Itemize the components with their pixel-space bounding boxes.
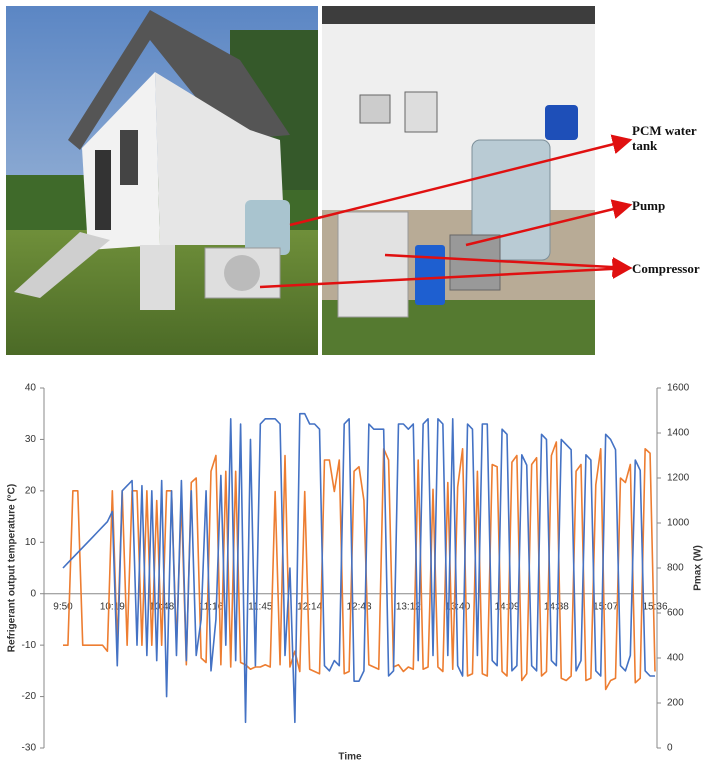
photo-label: Pump xyxy=(632,198,706,213)
canvas: Time Refrigerant output temperature (°C)… xyxy=(0,0,706,766)
y2-tick-label: 0 xyxy=(667,743,673,754)
y-tick-label: 20 xyxy=(25,485,37,496)
y2-tick-label: 400 xyxy=(667,653,684,664)
x-tick-label: 11:45 xyxy=(248,601,273,612)
photo-label: PCM water tank xyxy=(632,123,706,153)
photo-right xyxy=(322,6,595,355)
y2-tick-label: 1400 xyxy=(667,428,690,439)
y2-tick-label: 1600 xyxy=(667,383,690,394)
y-tick-label: 30 xyxy=(25,434,37,445)
y2-tick-label: 600 xyxy=(667,608,684,619)
x-tick-label: 9:50 xyxy=(53,601,73,612)
y-axis-title: Refrigerant output temperature (°C) xyxy=(7,484,18,652)
y-tick-label: -10 xyxy=(22,640,37,651)
y2-tick-label: 800 xyxy=(667,563,684,574)
y-tick-label: -20 xyxy=(22,691,37,702)
x-tick-label: 10:19 xyxy=(100,601,125,612)
series-line xyxy=(63,414,655,723)
photo-label: Compressor xyxy=(632,261,706,276)
x-tick-label: 15:36 xyxy=(642,601,667,612)
y-tick-label: 0 xyxy=(30,588,36,599)
y2-axis-title: Pmax (W) xyxy=(693,545,704,591)
x-axis-title: Time xyxy=(338,752,362,763)
y-tick-label: 40 xyxy=(25,383,37,394)
y-tick-label: 10 xyxy=(25,537,37,548)
y2-tick-label: 200 xyxy=(667,698,684,709)
y-tick-label: -30 xyxy=(22,743,37,754)
photo-left xyxy=(6,6,318,355)
series-line xyxy=(63,442,655,690)
figure: Time Refrigerant output temperature (°C)… xyxy=(0,0,706,766)
y2-tick-label: 1000 xyxy=(667,518,690,529)
y2-tick-label: 1200 xyxy=(667,473,690,484)
x-tick-label: 15:07 xyxy=(593,601,618,612)
